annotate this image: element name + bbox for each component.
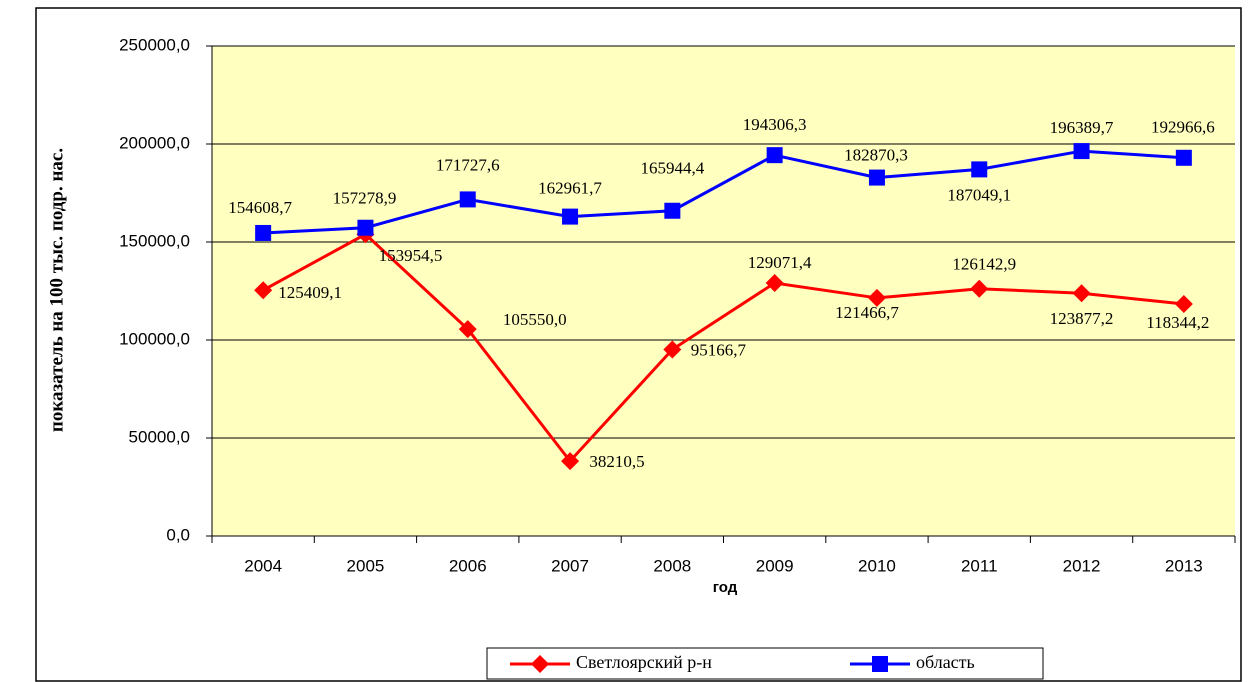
y-tick-label: 150000,0 xyxy=(119,231,190,250)
data-label: 194306,3 xyxy=(743,115,807,134)
x-tick-label: 2006 xyxy=(449,556,487,575)
series-line xyxy=(263,149,1184,235)
x-tick-label: 2011 xyxy=(961,556,998,575)
marker xyxy=(255,224,272,241)
data-label: 187049,1 xyxy=(947,185,1011,204)
legend xyxy=(486,647,1044,680)
data-label: 126142,9 xyxy=(952,255,1016,274)
marker xyxy=(1073,143,1090,160)
marker xyxy=(1072,284,1091,303)
x-tick-label: 2007 xyxy=(551,556,589,575)
data-label: 95166,7 xyxy=(691,340,747,359)
marker xyxy=(867,288,886,307)
series-line xyxy=(262,232,1185,464)
x-tick-label: 2009 xyxy=(756,556,794,575)
y-tick-label: 50000,0 xyxy=(129,427,190,446)
y-tick-label: 100000,0 xyxy=(119,329,190,348)
x-tick-label: 2005 xyxy=(347,556,385,575)
x-tick-label: 2013 xyxy=(1165,556,1203,575)
y-axis-label: показатель на 100 тыс. подр. нас. xyxy=(46,148,67,432)
data-label: 38210,5 xyxy=(589,452,644,471)
marker xyxy=(765,274,784,293)
marker xyxy=(1175,149,1192,166)
data-label: 192966,6 xyxy=(1151,118,1215,137)
marker xyxy=(1174,295,1193,314)
y-tick-label: 250000,0 xyxy=(119,35,190,54)
marker xyxy=(868,169,885,186)
data-label: 182870,3 xyxy=(844,145,908,164)
data-label: 196389,7 xyxy=(1050,118,1114,137)
data-label: 154608,7 xyxy=(228,198,292,217)
x-tick-label: 2010 xyxy=(858,556,896,575)
x-tick-label: 2004 xyxy=(244,556,282,575)
data-label: 125409,1 xyxy=(278,283,342,302)
data-label: 129071,4 xyxy=(748,253,812,272)
marker xyxy=(561,452,580,471)
marker xyxy=(357,219,374,236)
marker xyxy=(664,202,681,219)
data-label: 123877,2 xyxy=(1050,309,1114,328)
legend-marker xyxy=(531,655,549,673)
x-axis-label: год xyxy=(713,579,738,596)
data-label: 171727,6 xyxy=(436,155,500,174)
marker xyxy=(663,340,682,359)
data-label: 162961,7 xyxy=(538,179,602,198)
marker xyxy=(459,191,476,208)
x-tick-label: 2008 xyxy=(653,556,691,575)
marker xyxy=(971,161,988,178)
data-label: 105550,0 xyxy=(503,310,567,329)
data-label: 121466,7 xyxy=(835,303,899,322)
y-tick-label: 0,0 xyxy=(166,525,190,544)
marker xyxy=(970,279,989,298)
marker xyxy=(458,320,477,339)
marker xyxy=(562,208,579,225)
data-label: 118344,2 xyxy=(1146,313,1209,332)
data-label: 153954,5 xyxy=(379,246,443,265)
y-tick-label: 200000,0 xyxy=(119,133,190,152)
legend-label: область xyxy=(916,652,975,672)
legend-marker xyxy=(872,656,888,672)
marker xyxy=(254,281,273,300)
data-label: 165944,4 xyxy=(640,159,704,178)
x-tick-label: 2012 xyxy=(1063,556,1101,575)
legend-label: Светлоярский р-н xyxy=(576,652,712,672)
marker xyxy=(766,147,783,164)
data-label: 157278,9 xyxy=(333,189,397,208)
